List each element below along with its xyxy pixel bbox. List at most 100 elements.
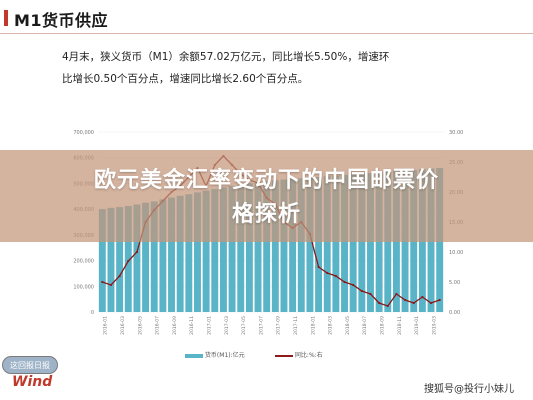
x-tick-label: 2016-05	[137, 316, 143, 335]
x-tick-label: 2018-09	[379, 316, 385, 335]
bar	[124, 206, 132, 312]
bar	[332, 175, 340, 312]
bar	[375, 172, 383, 312]
bar	[228, 186, 236, 312]
x-tick-label: 2018-11	[397, 316, 403, 335]
right-tick-label: 30.00	[449, 130, 463, 136]
line-point	[378, 301, 381, 305]
bar	[185, 194, 193, 312]
line-point	[118, 274, 121, 278]
x-tick-label: 2016-01	[103, 316, 109, 335]
line-point	[109, 283, 113, 287]
headline-line-2: 格探析	[231, 202, 301, 227]
bar	[358, 173, 366, 312]
bar	[367, 173, 374, 312]
headline-banner	[0, 150, 533, 242]
line-point	[412, 301, 415, 305]
bar	[306, 177, 314, 312]
bar	[237, 184, 245, 312]
description-text: 4月末，狭义货币（M1）余额57.02万亿元，同比增长5.50%，增速环 比增长…	[62, 46, 482, 90]
bar	[194, 192, 201, 312]
x-tick-label: 2017-03	[224, 316, 230, 335]
bar	[159, 199, 167, 312]
bar	[176, 195, 184, 312]
line-point	[317, 265, 320, 269]
x-tick-label: 2016-09	[172, 316, 178, 335]
title-divider	[0, 33, 533, 34]
line-point	[360, 289, 363, 293]
bar	[219, 187, 227, 312]
x-tick-label: 2018-07	[362, 316, 368, 335]
left-tick-label: 200,000	[73, 259, 94, 265]
legend-item-line: 同比:%:右	[275, 350, 323, 359]
line-point	[343, 280, 346, 284]
bar	[289, 178, 297, 312]
wind-logo: 这回报日报 Wind	[2, 356, 58, 396]
bar	[98, 209, 106, 312]
x-tick-label: 2019-03	[431, 316, 437, 335]
bar	[263, 180, 271, 312]
bar	[211, 189, 219, 312]
bar	[349, 174, 357, 312]
x-tick-label: 2018-05	[345, 316, 351, 335]
description-line-2: 比增长0.50个百分点，增速同比增长2.60个百分点。	[62, 73, 309, 85]
x-tick-label: 2016-03	[120, 316, 126, 335]
bar	[245, 183, 253, 312]
source-watermark: 搜狐号@投行小妹儿	[424, 384, 514, 395]
page-title: M1货币供应	[14, 11, 109, 30]
x-tick-label: 2017-07	[258, 316, 264, 335]
line-point	[369, 292, 372, 296]
bar	[202, 190, 210, 312]
x-tick-label: 2017-09	[276, 316, 282, 335]
right-tick-label: 0.00	[449, 310, 460, 316]
line-point	[352, 283, 355, 287]
left-tick-label: 0	[91, 310, 94, 316]
x-tick-label: 2016-07	[155, 316, 161, 335]
bar	[254, 182, 262, 312]
right-tick-label: 10.00	[449, 250, 463, 256]
line-point	[334, 274, 337, 278]
x-tick-label: 2017-11	[293, 316, 299, 335]
logo-badge: 这回报日报	[2, 356, 58, 374]
x-tick-label: 2017-01	[206, 316, 212, 335]
left-tick-label: 100,000	[73, 284, 94, 290]
legend-label-bars: 货币(M1):亿元	[204, 352, 245, 359]
headline-line-1: 欧元美金汇率变动下的中国邮票价	[93, 168, 439, 193]
headline-text[interactable]: 欧元美金汇率变动下的中国邮票价 格探析	[0, 164, 533, 232]
bar	[271, 180, 279, 312]
x-tick-label: 2016-11	[189, 316, 195, 335]
right-tick-label: 5.00	[449, 280, 460, 286]
title-accent-bar	[4, 10, 8, 26]
x-tick-label: 2017-05	[241, 316, 247, 335]
bar	[142, 202, 150, 312]
bar	[107, 207, 115, 312]
line-point	[421, 295, 424, 299]
legend-swatch-line	[275, 354, 293, 357]
line-point	[326, 271, 329, 275]
bar	[341, 174, 348, 312]
line-point	[135, 250, 139, 254]
line-point	[438, 298, 441, 302]
bar	[150, 201, 158, 312]
x-tick-label: 2018-03	[328, 316, 334, 335]
line-point	[386, 304, 389, 308]
x-tick-label: 2019-01	[414, 316, 420, 335]
line-point	[101, 280, 104, 284]
bar	[280, 179, 288, 312]
legend-item-bars: 货币(M1):亿元	[185, 350, 245, 359]
line-point	[127, 259, 130, 263]
bar	[315, 177, 323, 312]
bar	[133, 204, 141, 312]
line-point	[395, 292, 398, 296]
description-line-1: 4月末，狭义货币（M1）余额57.02万亿元，同比增长5.50%，增速环	[62, 51, 390, 63]
bar	[168, 197, 175, 312]
line-point	[429, 301, 433, 305]
left-tick-label: 700,000	[73, 130, 94, 136]
legend-swatch-bars	[185, 353, 203, 358]
legend-label-line: 同比:%:右	[294, 352, 323, 359]
logo-wordmark: Wind	[12, 374, 53, 390]
x-tick-label: 2018-01	[310, 316, 316, 335]
line-point	[403, 298, 407, 302]
bar	[323, 176, 331, 312]
bar	[116, 207, 124, 312]
